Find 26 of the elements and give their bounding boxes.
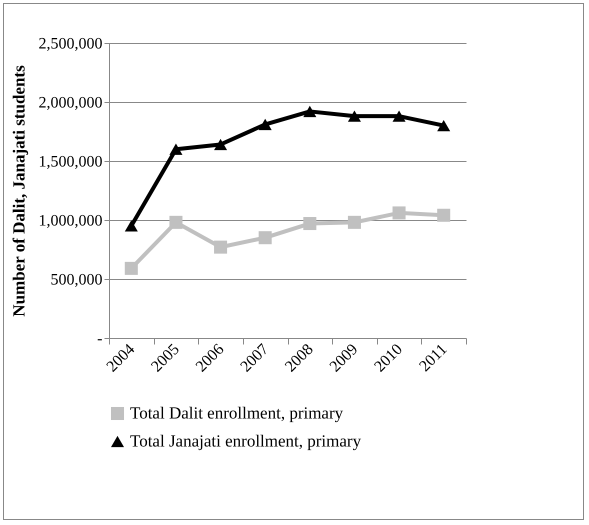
y-tick-label: 2,500,000 [38,36,102,52]
point [258,231,272,244]
point [214,138,228,150]
point [437,208,450,222]
point [303,217,316,230]
y-tick-label: 1,500,000 [38,154,102,170]
point [392,110,406,122]
point [124,220,138,232]
point [348,110,361,122]
y-axis-title: Number of Dalit, Janajati students [10,64,28,317]
point [348,216,361,229]
point [169,144,182,155]
point [214,240,228,254]
point [169,216,182,229]
y-tick-label: - [97,330,102,348]
y-tick-label: 1,000,000 [38,212,102,230]
y-tick-label: 500,000 [50,272,102,288]
y-tick-label: 2,000,000 [38,94,102,112]
point [258,118,272,130]
point [124,262,138,275]
legend-label: Total Janajati enrollment, primary [130,432,362,450]
point [392,206,406,220]
legend-label: Total Dalit enrollment, primary [130,404,344,422]
x-tick-label: 2011 [416,340,451,376]
point [437,120,450,132]
point [303,106,316,118]
